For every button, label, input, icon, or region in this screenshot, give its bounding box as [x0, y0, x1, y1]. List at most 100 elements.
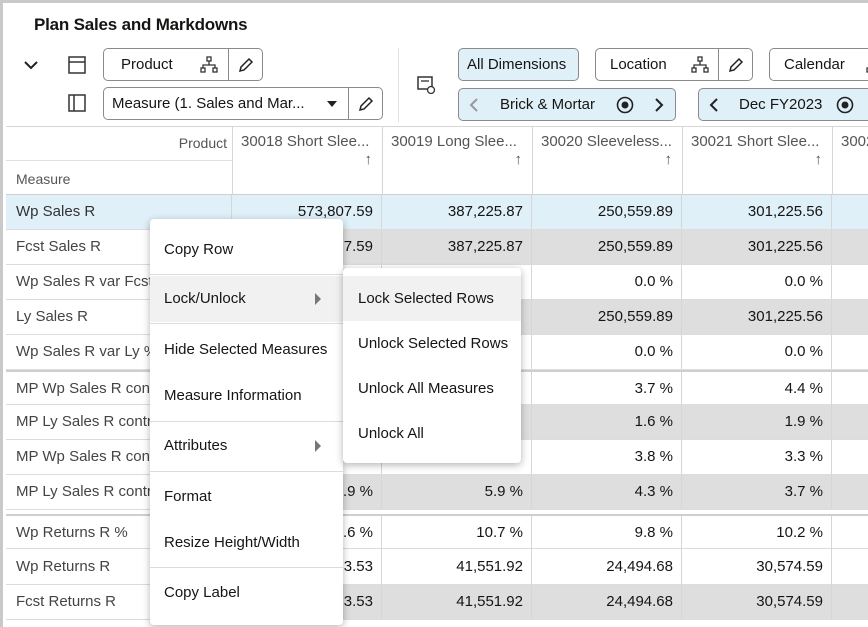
- measure-select[interactable]: Measure (1. Sales and Mar...: [103, 87, 383, 120]
- chevron-left-icon[interactable]: [709, 97, 719, 113]
- table-cell[interactable]: 30,574.59: [682, 550, 832, 584]
- column-header-label: 3002: [841, 133, 868, 150]
- context-menu: Copy Row Lock/Unlock Hide Selected Measu…: [150, 219, 343, 625]
- column-header-label: 30021 Short Slee...: [691, 133, 820, 150]
- measure-select-value: Measure (1. Sales and Mar...: [112, 95, 304, 112]
- table-row[interactable]: MP Ly Sales R contri .9 % 5.9 % 4.3 % 3.…: [6, 475, 868, 510]
- pencil-icon[interactable]: [237, 56, 255, 74]
- hierarchy-icon[interactable]: [866, 56, 868, 74]
- table-cell[interactable]: 41,551.92: [382, 585, 532, 619]
- menu-item-format[interactable]: Format: [164, 488, 212, 505]
- menu-item-copy-row[interactable]: Copy Row: [164, 241, 234, 258]
- menu-item-resize-height-width[interactable]: Resize Height/Width: [164, 534, 300, 551]
- table-cell[interactable]: 0.0 %: [682, 265, 832, 299]
- table-cell[interactable]: 3.53: [232, 550, 382, 584]
- column-header[interactable]: 3002: [832, 127, 868, 195]
- sort-arrow-icon[interactable]: ↑: [514, 151, 523, 168]
- table-cell[interactable]: 30,574.59: [682, 585, 832, 619]
- calendar-label: Calendar: [784, 56, 845, 73]
- lock-unlock-submenu: Lock Selected Rows Unlock Selected Rows …: [343, 268, 521, 463]
- calendar-dimension-button[interactable]: Calendar: [769, 48, 868, 81]
- table-cell[interactable]: 250,559.89: [532, 230, 682, 264]
- target-icon[interactable]: [836, 96, 854, 114]
- table-cell[interactable]: 301,225.56: [682, 300, 832, 334]
- table-cell[interactable]: .6 %: [232, 516, 382, 550]
- column-header[interactable]: 30019 Long Slee... ↑: [382, 127, 532, 195]
- table-cell[interactable]: 387,225.87: [382, 230, 532, 264]
- menu-item-measure-information[interactable]: Measure Information: [164, 387, 302, 404]
- table-cell[interactable]: 41,551.92: [382, 550, 532, 584]
- view-settings-icon[interactable]: [414, 74, 438, 96]
- table-cell[interactable]: 1.9 %: [682, 405, 832, 439]
- caret-down-icon[interactable]: [326, 100, 338, 108]
- chevron-left-icon[interactable]: [469, 97, 479, 113]
- table-cell[interactable]: 24,494.68: [532, 585, 682, 619]
- column-header[interactable]: 30018 Short Slee... ↑: [232, 127, 382, 195]
- table-cell[interactable]: 0.0 %: [532, 335, 682, 369]
- table-cell[interactable]: 573,807.59: [232, 195, 382, 229]
- layout-sidebar-icon[interactable]: [65, 92, 89, 114]
- table-row[interactable]: MP Wp Sales R contri 3.8 % 3.3 %: [6, 440, 868, 475]
- sort-arrow-icon[interactable]: ↑: [364, 151, 373, 168]
- table-row[interactable]: Wp Sales R 573,807.59 387,225.87 250,559…: [6, 195, 868, 230]
- layout-panel-icon[interactable]: [65, 54, 89, 76]
- pencil-icon[interactable]: [357, 95, 375, 113]
- table-row[interactable]: Wp Returns R 3.53 41,551.92 24,494.68 30…: [6, 550, 868, 585]
- location-dimension-button[interactable]: Location: [595, 48, 753, 81]
- measure-name[interactable]: Wp Sales R: [6, 195, 232, 229]
- submenu-item-unlock-all[interactable]: Unlock All: [358, 425, 424, 442]
- all-dimensions-label: All Dimensions: [467, 56, 567, 73]
- column-header[interactable]: 30021 Short Slee... ↑: [682, 127, 832, 195]
- sort-arrow-icon[interactable]: ↑: [664, 151, 673, 168]
- hierarchy-icon[interactable]: [691, 55, 709, 74]
- target-icon[interactable]: [616, 96, 634, 114]
- table-cell[interactable]: [382, 440, 532, 474]
- table-cell[interactable]: 24,494.68: [532, 550, 682, 584]
- corner-measure-label: Measure: [16, 171, 71, 187]
- table-row[interactable]: Wp Returns R % .6 % 10.7 % 9.8 % 10.2 %: [6, 514, 868, 550]
- table-cell[interactable]: 301,225.56: [682, 195, 832, 229]
- all-dimensions-button[interactable]: All Dimensions: [458, 48, 579, 81]
- table-cell[interactable]: 250,559.89: [532, 300, 682, 334]
- table-cell[interactable]: 3.7 %: [532, 372, 682, 406]
- chevron-right-icon[interactable]: [654, 97, 664, 113]
- table-cell[interactable]: 387,225.87: [382, 195, 532, 229]
- column-header[interactable]: 30020 Sleeveless... ↑: [532, 127, 682, 195]
- table-cell[interactable]: 10.7 %: [382, 516, 532, 550]
- location-label: Location: [610, 56, 667, 73]
- table-cell[interactable]: 3.8 %: [532, 440, 682, 474]
- table-cell[interactable]: 1.6 %: [532, 405, 682, 439]
- page-title: Plan Sales and Markdowns: [34, 15, 248, 34]
- table-row[interactable]: Fcst Sales R 7.59 387,225.87 250,559.89 …: [6, 230, 868, 265]
- pencil-icon[interactable]: [727, 56, 745, 74]
- menu-item-hide-selected-measures[interactable]: Hide Selected Measures: [164, 341, 328, 358]
- sort-arrow-icon[interactable]: ↑: [814, 151, 823, 168]
- table-cell[interactable]: 301,225.56: [682, 230, 832, 264]
- chevron-down-icon[interactable]: [19, 54, 43, 76]
- product-dimension-button[interactable]: Product: [103, 48, 263, 81]
- menu-item-label: Lock/Unlock: [164, 290, 246, 307]
- table-cell[interactable]: [382, 265, 532, 299]
- hierarchy-icon[interactable]: [200, 55, 218, 74]
- table-cell[interactable]: 0.0 %: [532, 265, 682, 299]
- table-row[interactable]: Fcst Returns R 3.53 41,551.92 24,494.68 …: [6, 585, 868, 620]
- submenu-item-unlock-all-measures[interactable]: Unlock All Measures: [358, 380, 494, 397]
- menu-item-attributes[interactable]: Attributes: [150, 423, 343, 469]
- table-cell[interactable]: [382, 335, 532, 369]
- table-cell[interactable]: [382, 372, 532, 406]
- table-cell[interactable]: 0.0 %: [682, 335, 832, 369]
- menu-item-lock-unlock[interactable]: Lock/Unlock: [150, 276, 343, 322]
- table-cell[interactable]: 10.2 %: [682, 516, 832, 550]
- column-header-label: 30020 Sleeveless...: [541, 133, 672, 150]
- table-cell[interactable]: 3.7 %: [682, 475, 832, 509]
- table-cell[interactable]: 250,559.89: [532, 195, 682, 229]
- table-cell[interactable]: 3.3 %: [682, 440, 832, 474]
- submenu-arrow-icon: [315, 293, 321, 305]
- submenu-item-unlock-selected-rows[interactable]: Unlock Selected Rows: [358, 335, 509, 352]
- table-cell[interactable]: 5.9 %: [382, 475, 532, 509]
- table-cell[interactable]: 4.4 %: [682, 372, 832, 406]
- submenu-item-lock-selected-rows[interactable]: Lock Selected Rows: [343, 276, 521, 321]
- menu-item-copy-label[interactable]: Copy Label: [164, 584, 240, 601]
- table-cell[interactable]: 4.3 %: [532, 475, 682, 509]
- table-cell[interactable]: 9.8 %: [532, 516, 682, 550]
